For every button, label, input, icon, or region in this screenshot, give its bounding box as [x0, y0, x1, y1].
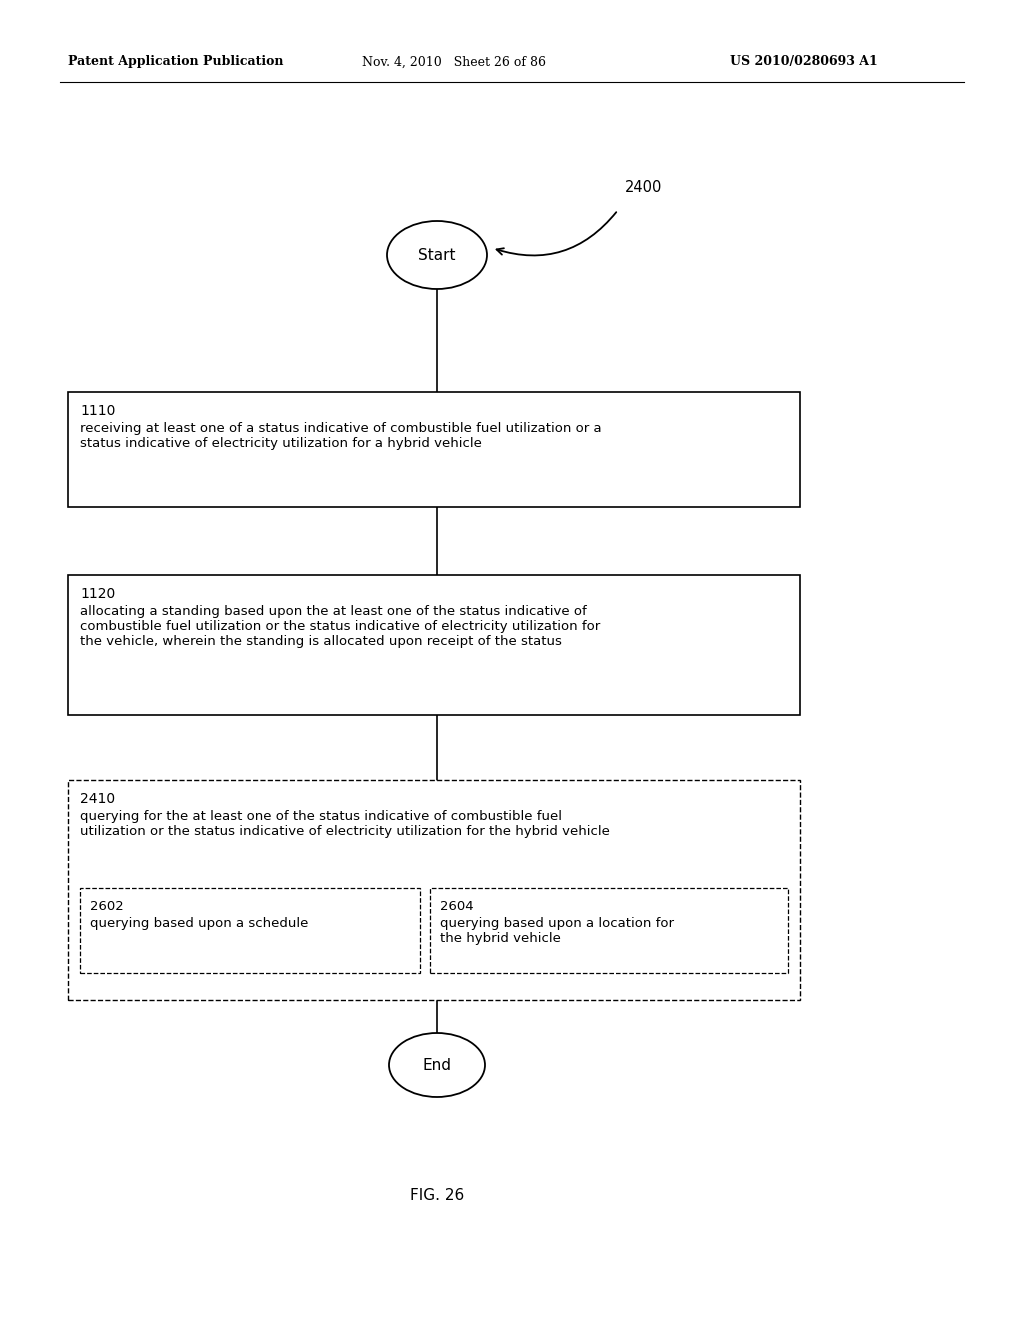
Bar	[68, 780, 800, 1001]
Text: querying based upon a schedule: querying based upon a schedule	[90, 917, 308, 931]
Text: Patent Application Publication: Patent Application Publication	[68, 55, 284, 69]
Text: querying for the at least one of the status indicative of combustible fuel
utili: querying for the at least one of the sta…	[80, 810, 610, 838]
Text: 2400: 2400	[625, 181, 663, 195]
Text: 1120: 1120	[80, 587, 116, 601]
Bar	[430, 888, 788, 973]
Text: 2410: 2410	[80, 792, 115, 807]
Bar	[80, 888, 420, 973]
Ellipse shape	[389, 1034, 485, 1097]
Ellipse shape	[387, 220, 487, 289]
Text: US 2010/0280693 A1: US 2010/0280693 A1	[730, 55, 878, 69]
Text: 1110: 1110	[80, 404, 116, 418]
Text: Nov. 4, 2010   Sheet 26 of 86: Nov. 4, 2010 Sheet 26 of 86	[362, 55, 546, 69]
FancyArrowPatch shape	[497, 213, 616, 256]
Text: End: End	[423, 1057, 452, 1072]
Bar	[68, 392, 800, 507]
Text: 2604: 2604	[440, 900, 474, 913]
Text: FIG. 26: FIG. 26	[410, 1188, 464, 1203]
Text: 2602: 2602	[90, 900, 124, 913]
Text: Start: Start	[418, 248, 456, 263]
Text: allocating a standing based upon the at least one of the status indicative of
co: allocating a standing based upon the at …	[80, 605, 600, 648]
Text: querying based upon a location for
the hybrid vehicle: querying based upon a location for the h…	[440, 917, 674, 945]
Bar	[68, 576, 800, 715]
Text: receiving at least one of a status indicative of combustible fuel utilization or: receiving at least one of a status indic…	[80, 422, 602, 450]
